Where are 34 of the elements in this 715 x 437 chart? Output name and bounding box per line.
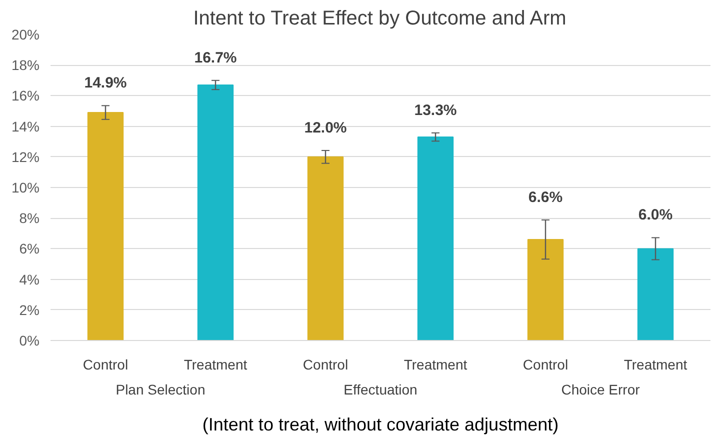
data-label: 12.0% [304,119,347,136]
bar [197,84,234,340]
text: Plan Selection [116,382,206,398]
y-tick-label: 20% [11,26,40,42]
data-label: 16.7% [194,49,237,66]
y-tick-label: 4% [19,271,40,288]
x-tick-label: Treatment [404,356,468,372]
bar [307,156,344,340]
data-label: 6.0% [638,206,673,224]
x-axis-title: (Intent to treat, without covariate adjustment) [202,414,559,434]
x-tick-label: Control [302,356,348,372]
data-label: 6.6% [528,188,563,206]
bar [637,248,674,340]
data-label: 13.3% [414,102,457,119]
y-tick-label: 6% [19,240,40,257]
bar [87,112,124,340]
bar [417,136,454,340]
x-tick-label: Control [522,356,568,372]
data-label: 14.9% [84,74,127,92]
chart-title: Intent to Treat Effect by Outcome and Arm [193,8,566,30]
y-tick-label: 10% [11,180,40,196]
text: Choice Error [561,382,640,398]
y-tick-label: 16% [11,88,40,104]
y-tick-label: 2% [19,302,40,318]
bar [527,239,564,340]
y-tick-label: 12% [11,148,40,165]
text: Effectuation [344,382,418,398]
y-tick-label: 8% [19,210,40,226]
y-tick-label: 14% [11,118,40,134]
x-tick-label: Treatment [624,356,688,372]
x-tick-label: Treatment [184,356,248,372]
x-tick-label: Control [82,356,128,372]
y-tick-label: 18% [11,57,40,74]
y-tick-label: 0% [19,332,40,348]
